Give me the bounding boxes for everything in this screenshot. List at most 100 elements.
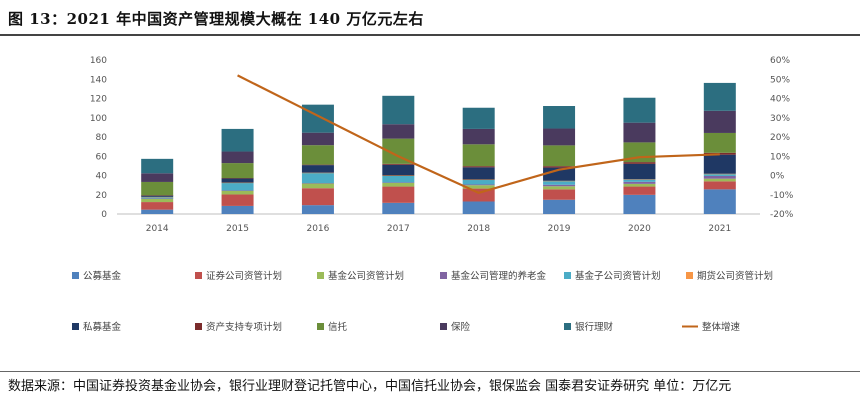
bar-segment — [141, 198, 174, 199]
bar-segment — [623, 97, 656, 123]
bar-segment — [141, 173, 174, 182]
y-right-tick-label: -10% — [770, 191, 794, 201]
y-right-tick-label: -20% — [770, 210, 794, 220]
bar-segment — [141, 158, 174, 174]
bar-segment — [543, 145, 576, 167]
bar-segment — [221, 182, 254, 191]
legend-swatch — [564, 323, 571, 330]
bar-segment — [301, 164, 334, 166]
legend-swatch — [440, 272, 447, 279]
bar-segment — [703, 82, 736, 111]
y-left-tick-label: 100 — [90, 114, 107, 124]
y-left-tick-label: 120 — [90, 95, 107, 105]
x-tick-label: 2017 — [387, 224, 410, 234]
legend-label: 公募基金 — [83, 270, 122, 282]
legend-label: 期货公司资管计划 — [697, 270, 773, 282]
y-right-tick-label: 40% — [770, 95, 790, 105]
bar-segment — [462, 128, 495, 145]
bar-segment — [382, 202, 415, 214]
bar-segment — [623, 194, 656, 214]
bar-segment — [703, 132, 736, 153]
figure-title: 图 13：2021 年中国资产管理规模大概在 140 万亿元左右 — [8, 10, 424, 28]
bar-segment — [141, 195, 174, 196]
bar-segment — [382, 175, 415, 176]
bar-segment — [382, 186, 415, 203]
bar-segment — [141, 181, 174, 196]
bar-segment — [623, 179, 656, 180]
bar-segment — [382, 124, 415, 139]
bar-segment — [703, 152, 736, 155]
top-rule — [0, 34, 860, 36]
y-axis-right: -20% -10% 0% 10% 20% 30% 40% 50% 60% — [770, 56, 794, 220]
bar-segment — [141, 202, 174, 210]
legend-label: 整体增速 — [702, 321, 741, 333]
bar-segment — [301, 188, 334, 206]
bar-segment — [703, 178, 736, 182]
bar-segment — [221, 178, 254, 183]
bars — [141, 82, 736, 214]
bar-segment — [623, 179, 656, 182]
bar-segment — [623, 186, 656, 195]
legend-swatch — [564, 272, 571, 279]
bar-segment — [703, 173, 736, 175]
bar-segment — [462, 179, 495, 181]
bar-segment — [543, 106, 576, 129]
bar-segment — [221, 205, 254, 214]
y-left-tick-label: 0 — [101, 210, 107, 220]
x-axis: 2014 2015 2016 2017 2018 2019 2020 2021 — [117, 213, 760, 234]
y-right-tick-label: 20% — [770, 133, 790, 143]
bar-segment — [301, 145, 334, 165]
bar-segment — [382, 95, 415, 125]
bar-segment — [221, 182, 254, 184]
legend-label: 银行理财 — [575, 321, 614, 333]
y-left-tick-label: 140 — [90, 75, 107, 85]
bar-segment — [221, 190, 254, 195]
bar-segment — [141, 195, 174, 197]
bar-segment — [623, 162, 656, 164]
bar-segment — [543, 189, 576, 200]
bar-segment — [301, 183, 334, 184]
bar-segment — [703, 174, 736, 176]
bar-segment — [703, 110, 736, 133]
bar-segment — [462, 167, 495, 180]
legend-label: 证券公司资管计划 — [206, 270, 282, 282]
bar-segment — [703, 154, 736, 174]
y-left-tick-label: 80 — [96, 133, 108, 143]
bar-segment — [543, 180, 576, 185]
bar-segment — [462, 184, 495, 186]
bar-segment — [543, 186, 576, 190]
bar-segment — [543, 180, 576, 182]
legend-swatch — [72, 272, 79, 279]
x-tick-label: 2019 — [548, 224, 571, 234]
bar-segment — [301, 172, 334, 184]
y-right-tick-label: 50% — [770, 75, 790, 85]
bar-segment — [221, 128, 254, 152]
x-tick-label: 2014 — [146, 224, 169, 234]
bar-segment — [141, 196, 174, 198]
x-tick-label: 2020 — [628, 224, 651, 234]
y-right-tick-label: 10% — [770, 152, 790, 162]
legend-swatch — [195, 272, 202, 279]
y-left-tick-label: 160 — [90, 56, 107, 66]
bar-segment — [221, 163, 254, 179]
bar-segment — [301, 165, 334, 173]
y-left-tick-label: 20 — [96, 191, 108, 201]
x-tick-label: 2015 — [226, 224, 249, 234]
bar-segment — [543, 166, 576, 168]
bar-segment — [141, 198, 174, 203]
source-note: 数据来源：中国证券投资基金业协会，银行业理财登记托管中心，中国信托业协会，银保监… — [8, 379, 732, 394]
bar-segment — [543, 128, 576, 146]
bar-segment — [221, 178, 254, 179]
legend-label: 保险 — [451, 321, 471, 333]
legend-swatch — [440, 323, 447, 330]
bar-segment — [623, 181, 656, 184]
legend-label: 私募基金 — [83, 321, 122, 333]
bar-segment — [462, 188, 495, 202]
legend-swatch — [72, 323, 79, 330]
bar-segment — [301, 104, 334, 133]
bar-segment — [141, 196, 174, 199]
bar-segment — [623, 122, 656, 143]
legend-label: 资产支持专项计划 — [206, 321, 282, 333]
bar-segment — [141, 209, 174, 214]
bar-segment — [221, 194, 254, 206]
